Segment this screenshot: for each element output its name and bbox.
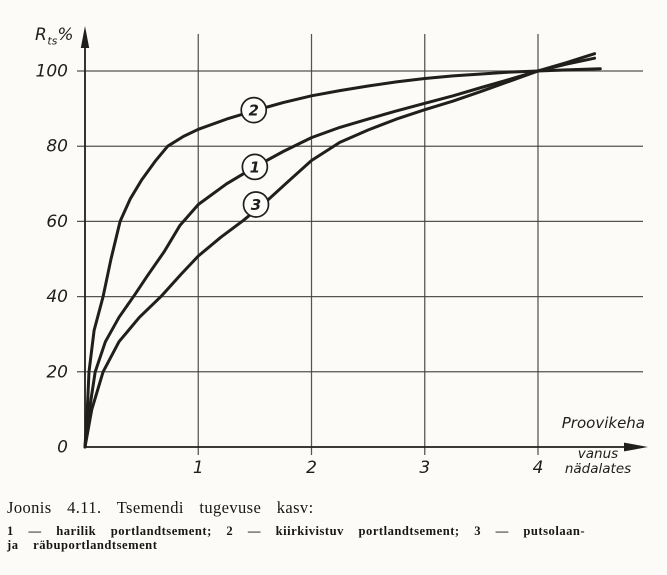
curve-label-number-2: 2 [249,102,259,120]
curve-3 [83,52,597,449]
curve-label-circle-3 [242,191,270,218]
y-axis-title-subscript: ts [47,34,58,48]
x-axis-arrow-icon [624,442,648,452]
y-tick-label: 0 [57,438,68,458]
y-axis-title-unit: % [57,25,75,45]
x-axis-title-line1: Proovikeha [561,414,645,432]
x-tick-label: 3 [419,458,430,478]
y-tick-label: 60 [46,212,68,232]
x-axis-title-lines: vanus nädalates [548,447,648,477]
y-tick-label: 100 [36,62,68,82]
y-axis-arrow-icon [80,26,90,48]
curve-label-circle-2 [240,96,268,124]
caption-legend-line2: ja räbuportlandtsement [7,537,158,552]
curve-1 [83,56,597,449]
x-axis-title-line2: vanus [577,446,619,462]
curve-label-number-1: 1 [250,158,260,176]
y-tick-label: 40 [46,287,68,307]
x-tick-label: 1 [193,458,204,478]
caption-title: Joonis 4.11. Tsemendi tugevuse kasv: [7,498,314,517]
figure-4-11: 0 20 40 60 80 100 1 2 3 4 2 1 3 Rts% Proovikeha vanu… [35,25,648,478]
y-tick-label: 20 [46,362,68,382]
curve-2 [83,67,602,449]
y-axis-title: Rts% [35,25,74,47]
curve-label-circle-1 [241,153,269,181]
x-tick-label: 2 [306,458,317,478]
x-tick-label: 4 [533,458,544,478]
y-axis-title-symbol: R [35,25,48,45]
figure-caption: Joonis 4.11. Tsemendi tugevuse kasv: 1 —… [7,498,662,552]
curve-label-number-3: 3 [251,196,261,214]
x-axis-title-line3: nädalates [564,461,632,477]
caption-legend-line1: 1 — harilik portlandtsement; 2 — kiirkiv… [7,524,586,538]
strength-growth-chart: 0 20 40 60 80 100 1 2 3 4 2 1 3 [36,26,648,478]
y-tick-label: 80 [46,137,68,157]
